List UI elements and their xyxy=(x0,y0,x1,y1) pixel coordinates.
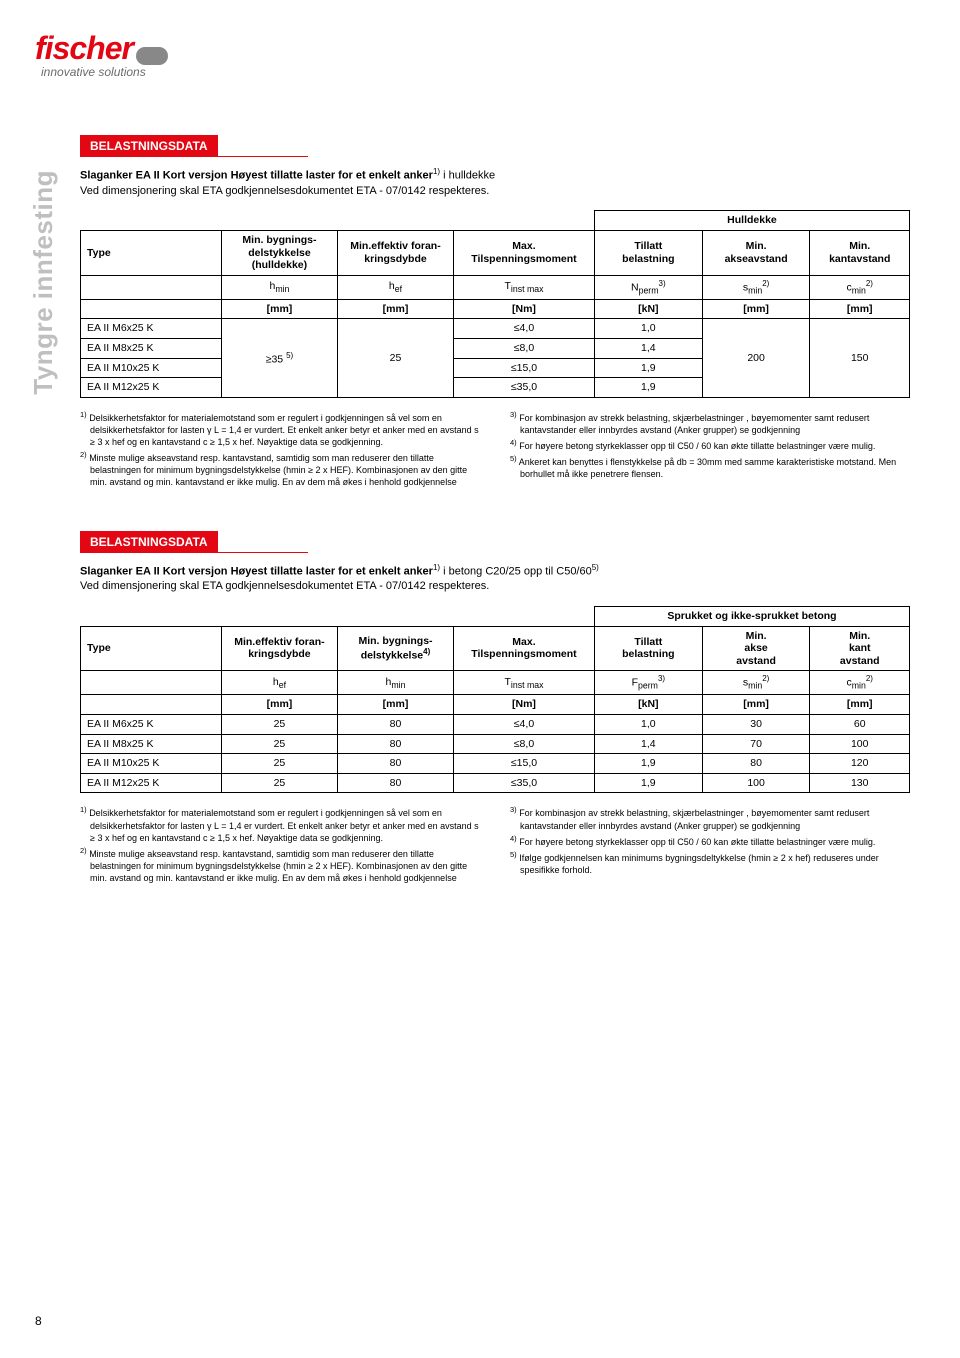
th: Min.effektiv foran- kringsdybde xyxy=(337,230,453,275)
th: Tillatt belastning xyxy=(594,230,702,275)
table-row: EA II M6x25 K2580≤4,01,03060 xyxy=(81,715,910,735)
intro-sup: 1) xyxy=(433,167,440,176)
th: Min. akse avstand xyxy=(702,626,810,671)
page-number: 8 xyxy=(35,1314,42,1328)
th: Min. kantavstand xyxy=(810,230,910,275)
unit-row: [mm] [mm] [Nm] [kN] [mm] [mm] xyxy=(81,299,910,319)
table-row: EA II M8x25 K2580≤8,01,470100 xyxy=(81,734,910,754)
symbol-row: hef hmin Tinst max Fperm3) smin2) cmin2) xyxy=(81,671,910,695)
intro-sub: Ved dimensjonering skal ETA godkjennelse… xyxy=(80,580,489,592)
footnotes: 1) Delsikkerhetsfaktor for materialemots… xyxy=(80,805,910,886)
data-table-1: Hulldekke Type Min. bygnings- delstykkel… xyxy=(80,210,910,397)
intro-title: Slaganker EA II Kort versjon Høyest till… xyxy=(80,170,433,182)
logo-tagline: innovative solutions xyxy=(41,65,168,79)
intro-sup: 1) xyxy=(433,563,440,572)
unit-row: [mm] [mm] [Nm] [kN] [mm] [mm] xyxy=(81,695,910,715)
section-2: BELASTNINGSDATA Slaganker EA II Kort ver… xyxy=(80,531,910,887)
section-heading: BELASTNINGSDATA xyxy=(80,135,218,157)
table-row: EA II M6x25 K ≥35 5) 25 ≤4,0 1,0 200 150 xyxy=(81,319,910,339)
th: Min. akseavstand xyxy=(702,230,810,275)
brand-logo: fischer innovative solutions xyxy=(35,30,168,79)
intro-title-post: i betong C20/25 opp til C50/60 xyxy=(440,565,592,577)
section-intro: Slaganker EA II Kort versjon Høyest till… xyxy=(80,563,910,594)
data-table-2: Sprukket og ikke-sprukket betong Type Mi… xyxy=(80,606,910,793)
intro-title: Slaganker EA II Kort versjon Høyest till… xyxy=(80,565,433,577)
section-heading: BELASTNINGSDATA xyxy=(80,531,218,553)
section-1: BELASTNINGSDATA Slaganker EA II Kort ver… xyxy=(80,135,910,491)
group-title: Hulldekke xyxy=(594,211,909,231)
th: Type xyxy=(81,626,222,671)
th: Max. Tilspenningsmoment xyxy=(454,230,595,275)
th: Min.effektiv foran- kringsdybde xyxy=(221,626,337,671)
table-row: EA II M10x25 K2580≤15,01,980120 xyxy=(81,754,910,774)
side-tab-label: Tyngre innfesting xyxy=(28,170,59,395)
group-title: Sprukket og ikke-sprukket betong xyxy=(594,606,909,626)
table-row: EA II M12x25 K2580≤35,01,9100130 xyxy=(81,773,910,793)
th: Max. Tilspenningsmoment xyxy=(454,626,595,671)
intro-title-post: i hulldekke xyxy=(440,170,495,182)
th: Min. bygnings- delstykkelse (hulldekke) xyxy=(221,230,337,275)
th: Min. kant avstand xyxy=(810,626,910,671)
th: Type xyxy=(81,230,222,275)
logo-badge xyxy=(136,47,168,65)
intro-sub: Ved dimensjonering skal ETA godkjennelse… xyxy=(80,185,489,197)
footnotes: 1) Delsikkerhetsfaktor for materialemots… xyxy=(80,410,910,491)
intro-sup2: 5) xyxy=(592,563,599,572)
symbol-row: hmin hef Tinst max Nperm3) smin2) cmin2) xyxy=(81,275,910,299)
th: Min. bygnings- delstykkelse4) xyxy=(337,626,453,671)
section-intro: Slaganker EA II Kort versjon Høyest till… xyxy=(80,167,910,198)
th: Tillatt belastning xyxy=(594,626,702,671)
logo-text: fischer xyxy=(35,30,133,66)
